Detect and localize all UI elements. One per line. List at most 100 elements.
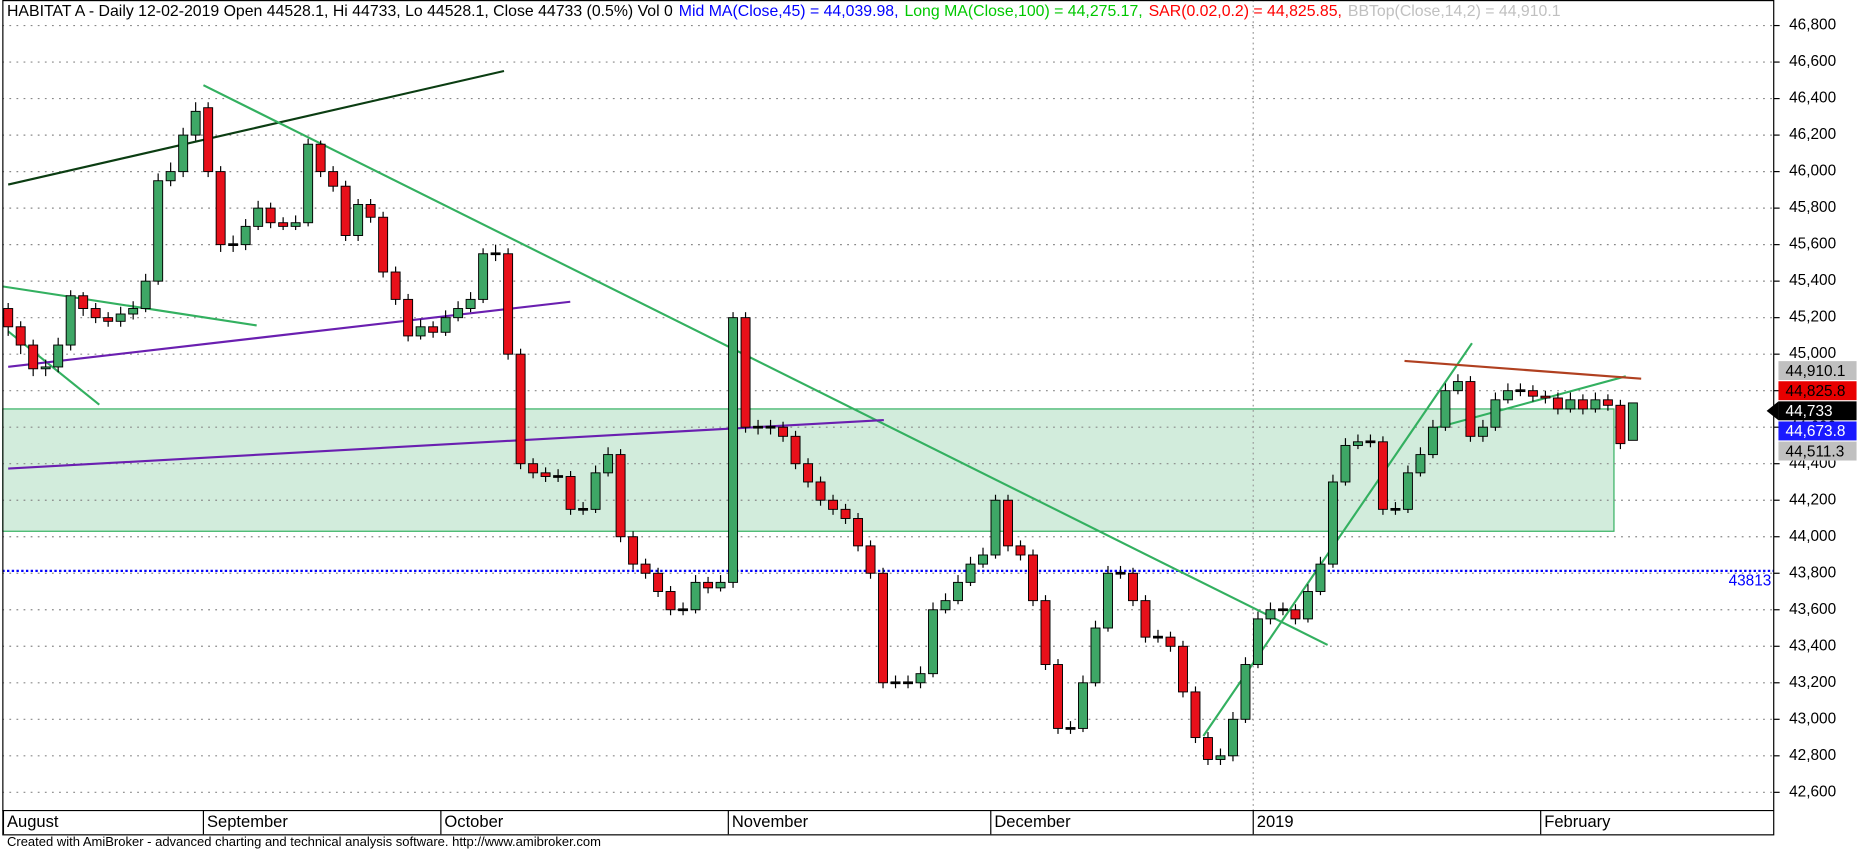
candle-body (40, 366, 51, 370)
candle-body (328, 171, 339, 187)
candle-body (1103, 572, 1113, 629)
candle-body (840, 508, 851, 519)
trendline (7, 69, 505, 186)
candle-body (1003, 499, 1013, 547)
candle-body (578, 507, 589, 511)
y-tick-label: 45,800 (1789, 199, 1836, 216)
candle-body (440, 317, 451, 333)
x-tick-label: December (994, 812, 1071, 831)
candle-body (1327, 481, 1338, 565)
x-tick-label: November (732, 812, 809, 831)
candle-body (278, 222, 289, 227)
x-tick-label: October (444, 812, 503, 831)
candle-body (228, 243, 239, 246)
value-marker (1778, 441, 1857, 461)
candle-body (1128, 572, 1138, 602)
candle-body (728, 317, 739, 583)
candle-body (878, 572, 889, 684)
value-marker (1778, 381, 1857, 401)
candle-body (590, 472, 601, 510)
candle-body (628, 536, 639, 565)
candle-body (465, 298, 476, 310)
candle-body (190, 110, 201, 136)
candle-body (715, 581, 726, 589)
candle-body (790, 435, 801, 465)
candle-body (1140, 600, 1151, 638)
candle-body (215, 171, 226, 246)
y-tick-label: 45,600 (1789, 236, 1836, 253)
candle-body (753, 425, 764, 429)
y-tick-label: 45,000 (1789, 345, 1836, 362)
candle-body (1178, 645, 1188, 693)
candle-body (78, 295, 89, 310)
candle-body (815, 481, 826, 501)
candle-body (353, 203, 364, 236)
candle-body (528, 463, 539, 474)
title-part: BBTop(Close,14,2) = 44,910.1 (1348, 3, 1561, 20)
candle-body (615, 454, 626, 538)
candle-body (778, 426, 789, 437)
candle-body (1165, 636, 1176, 647)
candle-body (1240, 664, 1251, 720)
candle-body (1015, 545, 1026, 556)
candle-body (1527, 390, 1538, 397)
candle-body (603, 454, 614, 474)
trendline (1404, 359, 1642, 380)
candle-body (703, 581, 714, 589)
candle-body (1340, 444, 1351, 483)
candle-body (253, 207, 264, 227)
axes: 42,600 42,800 43,000 43,200 43,400 43,600 43,8… (2, 0, 1857, 836)
candle-body (765, 425, 776, 429)
candle-body (1377, 441, 1388, 510)
candle-body (540, 472, 551, 477)
y-tick-label: 43,800 (1789, 564, 1836, 581)
candle-body (403, 298, 414, 337)
candle-body (178, 134, 189, 173)
candle-body (1190, 691, 1201, 739)
candle-body (1440, 390, 1451, 428)
candle-body (378, 216, 389, 273)
candle-body (665, 591, 676, 611)
candle-body (940, 600, 951, 611)
candle-body (1590, 399, 1601, 410)
candle-body (1203, 737, 1213, 760)
candle-body (1365, 440, 1376, 444)
candle-body (653, 572, 664, 592)
y-tick-label: 45,400 (1789, 272, 1836, 289)
candle-body (1065, 727, 1076, 730)
candle-body (1540, 395, 1551, 399)
chart-title: HABITAT A - Daily 12-02-2019 Open 44528.… (7, 3, 1561, 20)
title-part: SAR(0.02,0.2) = 44,825.85, (1149, 3, 1342, 20)
plot-frame (2, 0, 1775, 836)
title-part: HABITAT A - Daily 12-02-2019 Open 44528.… (7, 3, 673, 20)
candle-body (803, 463, 814, 483)
candle-body (928, 609, 938, 675)
candle-body (853, 518, 864, 547)
candle-body (90, 308, 101, 319)
y-tick-label: 44,200 (1789, 491, 1836, 508)
y-tick-label: 43,400 (1789, 637, 1836, 654)
candle-body (1078, 682, 1088, 729)
candle-body (1427, 426, 1438, 456)
candle-body (1252, 618, 1263, 666)
candle-body (1040, 600, 1051, 666)
candle-body (953, 581, 963, 602)
candle-body (1415, 454, 1426, 474)
candle-body (1227, 718, 1238, 757)
candle-body (1315, 563, 1326, 592)
candle-body (53, 344, 64, 368)
candle-body (428, 326, 439, 333)
candle-body (1277, 608, 1288, 612)
candle-body (115, 313, 126, 322)
level-label: 43813 (1729, 573, 1772, 590)
title-part: Mid MA(Close,45) = 44,039.98, (679, 3, 899, 20)
candle-body (1115, 571, 1126, 575)
footer: Created with AmiBroker - advanced charti… (7, 834, 601, 849)
x-tick-label: August (7, 812, 59, 831)
candle-body (1615, 404, 1626, 445)
candle-body (1153, 635, 1163, 639)
candle-body (453, 308, 464, 319)
candle-body (1552, 397, 1563, 410)
y-tick-label: 43,000 (1789, 710, 1836, 727)
